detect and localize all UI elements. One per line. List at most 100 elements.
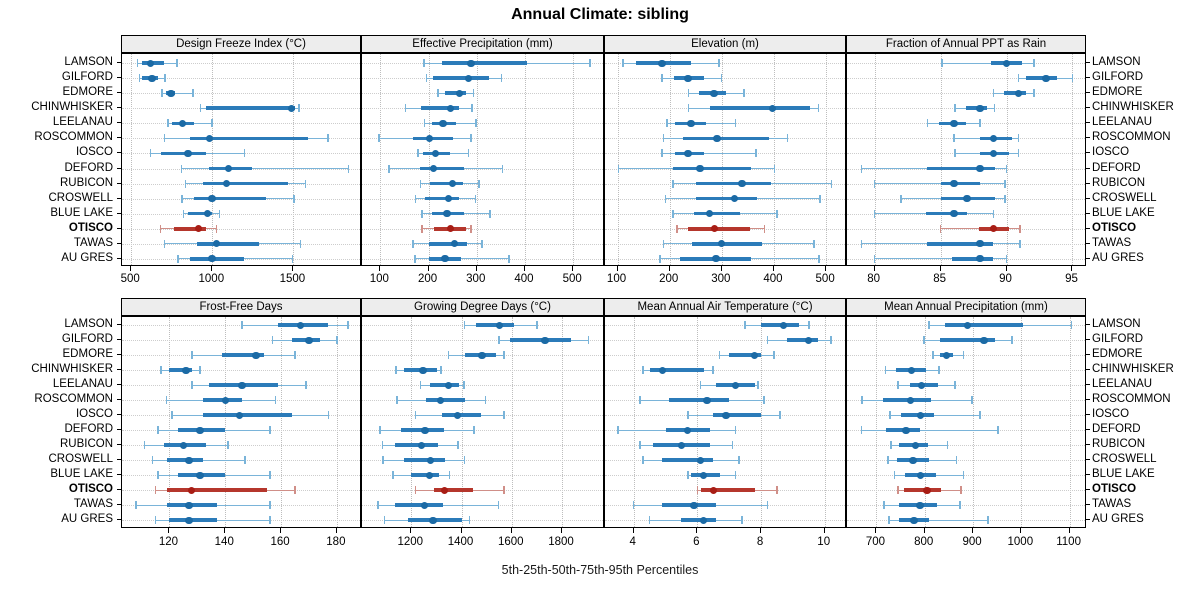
site-label-right-rubicon: RUBICON: [1092, 176, 1146, 189]
whisker-cap-95: [766, 501, 769, 510]
axis-tick-label: 500: [815, 273, 835, 285]
axis-tick-label: 100: [369, 273, 389, 285]
y-axis-tick: [1086, 324, 1090, 326]
axis-tick: [561, 528, 563, 533]
gridline-h: [362, 93, 603, 95]
whisker-cap-5: [897, 486, 899, 495]
whisker-cap-95: [305, 381, 307, 390]
median-dot: [1002, 59, 1011, 67]
whisker-cap-95: [269, 501, 271, 510]
axis-tick: [460, 528, 462, 533]
site-label-left-leelanau: LEELANAU: [52, 378, 113, 391]
range-25-75: [683, 136, 769, 141]
whisker-cap-5: [666, 119, 668, 128]
whisker-5-95: [889, 414, 980, 417]
whisker-cap-5: [621, 59, 624, 68]
panel-strip-effective-precipitation-mm: Effective Precipitation (mm): [361, 35, 604, 53]
whisker-cap-95: [997, 426, 999, 435]
whisker-cap-5: [392, 471, 394, 480]
axis-tick: [696, 528, 698, 533]
whisker-cap-5: [744, 321, 746, 330]
whisker-cap-5: [382, 456, 384, 465]
axis-tick: [168, 528, 170, 533]
whisker-cap-5: [662, 134, 665, 143]
whisker-cap-5: [648, 516, 651, 525]
range-25-75: [672, 166, 751, 171]
axis-tick-label: 1800: [548, 536, 574, 548]
whisker-cap-5: [873, 179, 876, 188]
whisker-cap-5: [165, 396, 168, 405]
whisker-cap-5: [180, 164, 183, 173]
gridline-v: [411, 317, 413, 527]
gridline-h: [847, 505, 1085, 507]
gridline-v: [281, 317, 283, 527]
y-axis-tick: [117, 167, 121, 169]
median-dot: [541, 336, 549, 344]
range-25-75: [700, 488, 755, 493]
axis-tick: [760, 528, 762, 533]
axis-tick: [972, 528, 974, 533]
range-25-75: [444, 91, 467, 96]
median-dot: [429, 516, 437, 524]
y-axis-tick: [117, 504, 121, 506]
gridline-v: [461, 317, 463, 527]
range-25-75: [428, 241, 467, 246]
whisker-cap-95: [786, 134, 789, 143]
whisker-cap-95: [589, 59, 591, 68]
gridline-h: [122, 63, 360, 65]
whisker-cap-5: [149, 149, 152, 158]
y-axis-tick: [1086, 242, 1090, 244]
median-dot: [730, 194, 739, 203]
axis-tick: [280, 528, 282, 533]
range-25-75: [944, 323, 1024, 328]
gridline-h: [847, 475, 1085, 477]
whisker-cap-95: [501, 164, 504, 173]
gridline-h: [362, 370, 603, 372]
whisker-cap-5: [1017, 74, 1020, 83]
axis-tick-label: 10: [817, 536, 831, 548]
axis-tick: [923, 528, 925, 533]
median-dot: [731, 381, 740, 389]
whisker-5-95: [889, 519, 988, 522]
range-25-75: [710, 106, 811, 111]
site-label-right-gilford: GILFORD: [1092, 333, 1144, 346]
whisker-cap-5: [860, 426, 863, 435]
panel-strip-growing-degree-days-c: Growing Degree Days (°C): [361, 298, 604, 316]
whisker-cap-95: [779, 411, 781, 420]
site-label-right-deford: DEFORD: [1092, 423, 1141, 436]
y-axis-tick: [117, 429, 121, 431]
median-dot: [1042, 74, 1050, 83]
axis-tick: [875, 528, 877, 533]
gridline-h: [362, 385, 603, 387]
axis-tick: [572, 266, 574, 271]
panel-strip-fraction-of-annual-ppt-as-rain: Fraction of Annual PPT as Rain: [846, 35, 1086, 53]
whisker-5-95: [861, 429, 999, 432]
gridline-v: [169, 317, 171, 527]
gridline-v: [633, 317, 635, 527]
whisker-cap-95: [763, 224, 766, 233]
median-dot: [917, 381, 926, 389]
range-25-75: [1026, 76, 1057, 81]
range-25-75: [681, 518, 717, 523]
whisker-cap-95: [484, 396, 487, 405]
whisker-cap-5: [437, 89, 439, 98]
median-dot: [287, 104, 295, 113]
median-dot: [225, 164, 233, 173]
gridline-v: [1006, 54, 1008, 265]
range-25-75: [394, 503, 444, 508]
gridline-h: [362, 198, 603, 200]
gridline-v: [212, 54, 214, 265]
axis-tick: [292, 266, 294, 271]
whisker-cap-95: [1005, 164, 1008, 173]
whisker-cap-5: [696, 486, 699, 495]
median-dot: [705, 209, 713, 218]
whisker-cap-5: [860, 164, 863, 173]
axis-tick: [211, 266, 213, 271]
whisker-cap-5: [926, 119, 929, 128]
whisker-cap-5: [616, 426, 619, 435]
gridline-h: [847, 385, 1085, 387]
y-axis-tick: [117, 519, 121, 521]
median-dot: [690, 501, 698, 509]
median-dot: [305, 336, 313, 344]
axis-tick-label: 300: [711, 273, 731, 285]
